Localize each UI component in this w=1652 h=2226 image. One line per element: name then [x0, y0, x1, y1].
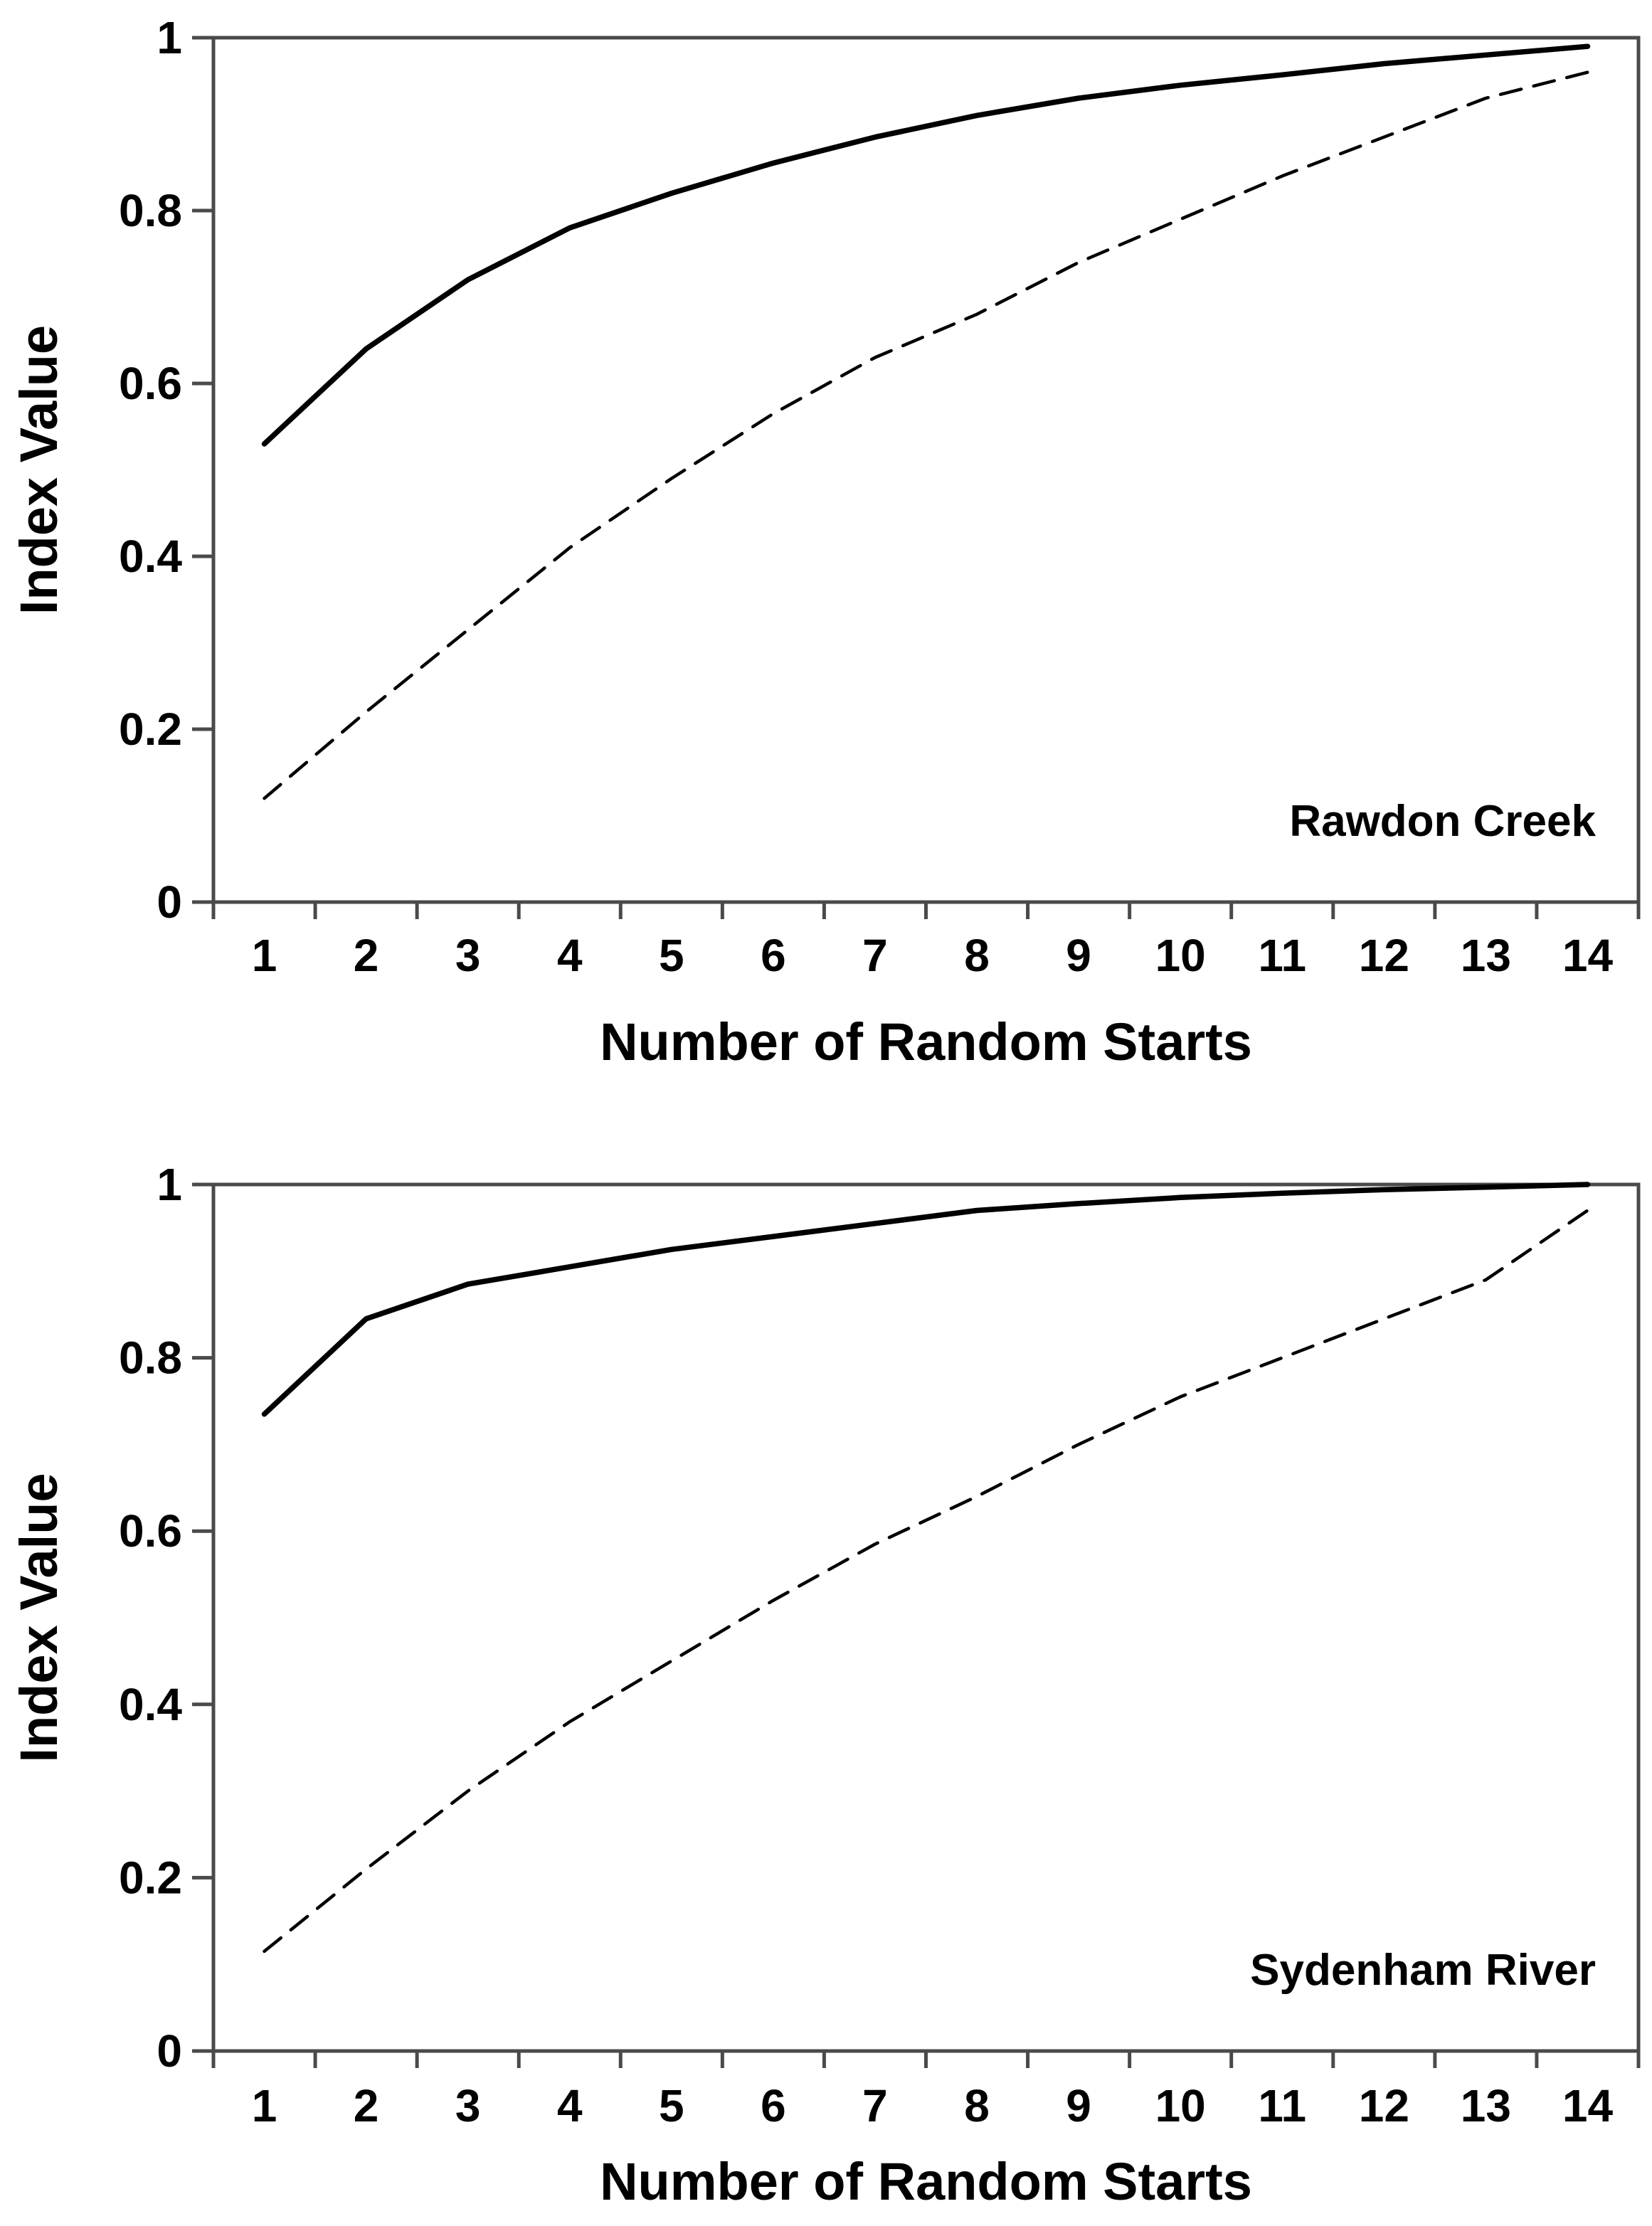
- x-tick-label: 8: [964, 2080, 990, 2131]
- plot-frame: [211, 36, 1641, 904]
- x-axis-title: Number of Random Starts: [600, 1012, 1252, 1071]
- x-tick-label: 4: [557, 2080, 583, 2131]
- x-tick-label: 13: [1461, 2080, 1511, 2131]
- x-tick-label: 11: [1258, 2080, 1306, 2131]
- series-dashed-line: [263, 70, 1589, 800]
- y-tick-label: 0.8: [119, 185, 182, 236]
- x-tick-label: 9: [1066, 930, 1091, 981]
- x-tick-label: 12: [1359, 2080, 1409, 2131]
- y-axis-title: Index Value: [9, 1473, 68, 1762]
- y-tick-label: 0: [157, 2025, 182, 2077]
- y-tick-label: 0.2: [119, 1852, 182, 1903]
- series-solid-line: [261, 43, 1591, 447]
- y-tick-label: 0: [157, 876, 182, 928]
- x-tick-label: 7: [862, 930, 888, 981]
- x-tick-label: 4: [557, 930, 583, 981]
- plot-frame: [211, 1182, 1641, 2053]
- x-tick-label: 14: [1562, 930, 1614, 981]
- y-tick-label: 1: [157, 12, 182, 63]
- x-tick-label: 11: [1258, 930, 1306, 981]
- x-tick-label: 3: [455, 2080, 481, 2131]
- x-tick-label: 13: [1461, 930, 1511, 981]
- series-dashed-line: [263, 1209, 1589, 1954]
- series-solid-line: [261, 1182, 1591, 1417]
- x-tick-label: 10: [1155, 930, 1206, 981]
- x-tick-label: 1: [252, 2080, 277, 2131]
- y-tick-label: 1: [157, 1159, 182, 1210]
- x-tick-label: 7: [862, 2080, 888, 2131]
- x-tick-label: 6: [761, 930, 786, 981]
- x-tick-label: 2: [354, 930, 379, 981]
- y-tick-label: 0.6: [119, 1505, 182, 1557]
- y-tick-label: 0.4: [119, 1679, 182, 1730]
- x-tick-label: 10: [1155, 2080, 1206, 2131]
- y-tick-label: 0.8: [119, 1332, 182, 1384]
- panel-label: Sydenham River: [1250, 1946, 1596, 1995]
- panel-label: Rawdon Creek: [1289, 797, 1596, 846]
- chart-sydenham-river: 00.20.40.60.811 2 3 4 5 6 7 8 9 10 11 12 13 14Sydenha…: [9, 1159, 1641, 2211]
- y-tick-label: 0.4: [119, 531, 182, 582]
- x-tick-label: 5: [659, 2080, 684, 2131]
- y-tick-label: 0.6: [119, 358, 182, 409]
- x-tick-label: 14: [1562, 2080, 1614, 2131]
- x-tick-label: 8: [964, 930, 990, 981]
- y-tick-label: 0.2: [119, 704, 182, 755]
- x-axis-title: Number of Random Starts: [600, 2152, 1252, 2211]
- x-tick-label: 12: [1359, 930, 1409, 981]
- x-tick-label: 3: [455, 930, 481, 981]
- x-tick-label: 2: [354, 2080, 379, 2131]
- x-tick-label: 9: [1066, 2080, 1091, 2131]
- x-tick-label: 6: [761, 2080, 786, 2131]
- chart-rawdon-creek: 00.20.40.60.811 2 3 4 5 6 7 8 9 10 11 12 13 14Rawdon …: [9, 12, 1641, 1071]
- y-axis-title: Index Value: [9, 325, 68, 615]
- x-tick-label: 1: [252, 930, 277, 981]
- x-tick-label: 5: [659, 930, 684, 981]
